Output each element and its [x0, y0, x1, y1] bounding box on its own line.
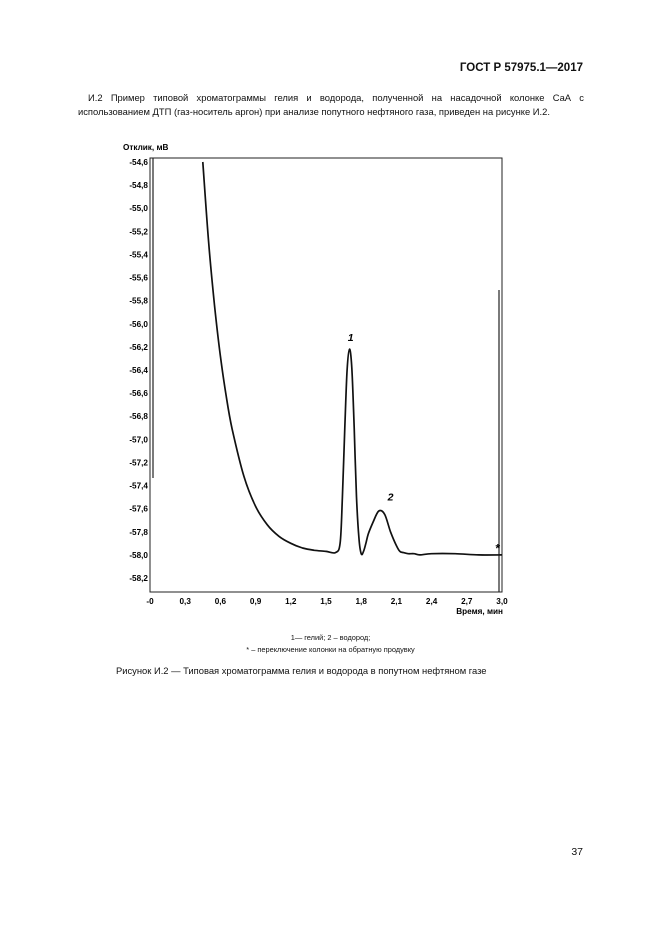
y-tick-label: -54,6 [129, 158, 148, 167]
peak-annotation: 2 [387, 492, 394, 504]
y-axis-label: Отклик, мВ [123, 143, 169, 152]
x-tick-label: -0 [146, 597, 154, 606]
y-tick-label: -56,2 [129, 343, 148, 352]
y-tick-label: -56,4 [129, 366, 148, 375]
legend-line-2: * – переключение колонки на обратную про… [246, 645, 415, 654]
chromatogram-series-line [201, 161, 503, 556]
document-standard-number: ГОСТ Р 57975.1—2017 [459, 62, 583, 74]
x-tick-label: 2,4 [426, 597, 438, 606]
x-tick-label: 0,6 [215, 597, 227, 606]
y-tick-label: -55,0 [129, 204, 148, 213]
y-tick-label: -57,6 [129, 505, 148, 514]
y-tick-label: -56,6 [129, 389, 148, 398]
x-axis-label: Время, мин [456, 607, 503, 616]
y-tick-label: -56,0 [129, 320, 148, 329]
y-tick-label: -54,8 [129, 181, 148, 190]
peak-annotation: 1 [348, 332, 354, 344]
y-tick-label: -58,2 [129, 574, 148, 583]
y-tick-label: -57,8 [129, 528, 148, 537]
x-tick-label: 0,3 [180, 597, 192, 606]
figure-caption: Рисунок И.2 — Типовая хроматограмма гели… [116, 665, 487, 676]
y-tick-label: -57,0 [129, 435, 148, 444]
y-tick-label: -55,4 [129, 250, 148, 259]
y-tick-label: -55,8 [129, 297, 148, 306]
x-tick-label: 1,2 [285, 597, 297, 606]
legend-line-1: 1— гелий; 2 – водород; [290, 633, 371, 642]
peak-annotation: * [495, 542, 501, 556]
y-tick-label: -56,8 [129, 412, 148, 421]
y-tick-label: -57,4 [129, 482, 148, 491]
x-tick-label: 0,9 [250, 597, 262, 606]
y-tick-label: -58,0 [129, 551, 148, 560]
intro-paragraph: И.2 Пример типовой хроматограммы гелия и… [78, 92, 584, 117]
y-tick-label: -57,2 [129, 458, 148, 467]
x-tick-label: 1,8 [356, 597, 368, 606]
x-tick-label: 1,5 [320, 597, 332, 606]
plot-frame [149, 157, 503, 593]
page-number: 37 [571, 846, 583, 858]
y-tick-label: -55,6 [129, 274, 148, 283]
x-tick-label: 2,1 [391, 597, 403, 606]
x-tick-label: 3,0 [496, 597, 508, 606]
y-tick-label: -55,2 [129, 227, 148, 236]
x-tick-label: 2,7 [461, 597, 473, 606]
